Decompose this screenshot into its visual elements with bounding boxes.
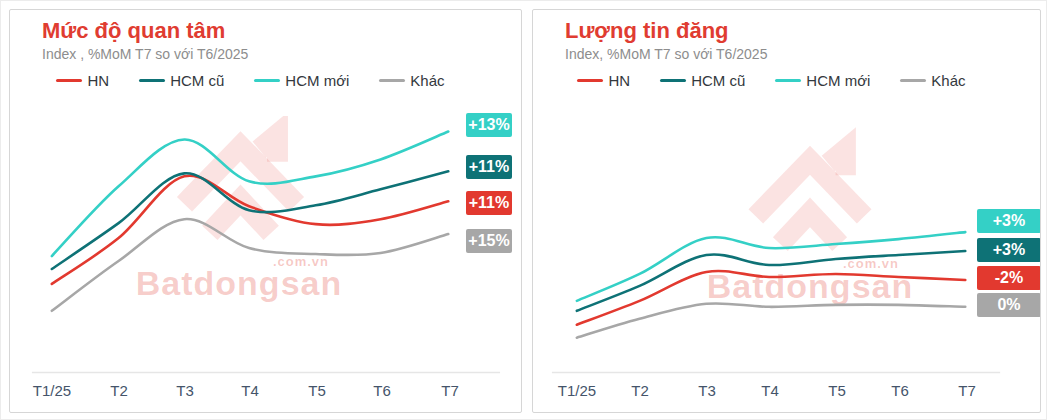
dashboard: Mức độ quan tâm Index , %MoM T7 so với T…: [0, 0, 1047, 420]
x-axis-label: T5: [308, 382, 326, 399]
chart-title: Mức độ quan tâm: [42, 18, 248, 44]
x-axis-label: T1/25: [558, 382, 596, 399]
watermark-name-text: Batdongsan: [109, 264, 369, 303]
legend-item-hcm-moi: HCM mới: [254, 72, 349, 89]
chart-subtitle: Index , %MoM T7 so với T6/2025: [42, 46, 248, 62]
legend-item-hcm-cu: HCM cũ: [660, 72, 745, 89]
x-axis-label: T3: [176, 382, 194, 399]
batdongsan-logo-icon: [745, 124, 875, 260]
batdongsan-logo-icon: [169, 116, 312, 242]
x-axis-label: T3: [698, 382, 716, 399]
x-axis-label: T6: [373, 382, 391, 399]
line-swatch-icon: [775, 79, 801, 82]
change-badge: 0%: [977, 293, 1041, 317]
legend: HN HCM cũ HCM mới Khác: [533, 72, 1010, 89]
x-axis: T1/25 T2 T3 T4 T5 T6 T7: [533, 382, 1040, 404]
panel-header: Mức độ quan tâm Index , %MoM T7 so với T…: [42, 18, 248, 62]
legend-label: Khác: [410, 72, 444, 89]
legend-label: HCM cũ: [170, 72, 224, 89]
legend-item-hcm-moi: HCM mới: [775, 72, 870, 89]
line-chart: [10, 10, 521, 412]
chart-subtitle: Index, %MoM T7 so với T6/2025: [565, 46, 767, 62]
line-swatch-icon: [379, 79, 405, 82]
legend-label: HCM mới: [285, 72, 349, 89]
watermark-name-text: Batdongsan: [680, 267, 940, 306]
legend-item-hcm-cu: HCM cũ: [139, 72, 224, 89]
line-swatch-icon: [577, 79, 603, 82]
legend-label: HN: [87, 72, 109, 89]
watermark: .com.vn Batdongsan: [10, 10, 521, 412]
x-axis-label: T7: [958, 382, 976, 399]
line-chart: [533, 10, 1040, 412]
panel-listing-volume: Lượng tin đăng Index, %MoM T7 so với T6/…: [532, 9, 1041, 413]
x-axis-label: T4: [761, 382, 779, 399]
line-swatch-icon: [139, 79, 165, 82]
change-badge: +13%: [466, 113, 512, 137]
x-axis: T1/25 T2 T3 T4 T5 T6 T7: [10, 382, 521, 404]
x-axis-label: T7: [441, 382, 459, 399]
change-badge: +11%: [466, 191, 512, 215]
watermark: .com.vn Batdongsan: [533, 10, 1040, 412]
legend-item-hn: HN: [577, 72, 630, 89]
line-swatch-icon: [900, 79, 926, 82]
x-axis-label: T2: [631, 382, 649, 399]
line-swatch-icon: [56, 79, 82, 82]
x-axis-label: T2: [110, 382, 128, 399]
value-badges: +11% +11% +13% +15%: [10, 10, 521, 412]
legend-label: HCM mới: [806, 72, 870, 89]
legend-item-khac: Khác: [900, 72, 965, 89]
x-axis-label: T6: [891, 382, 909, 399]
legend-label: Khác: [931, 72, 965, 89]
legend-label: HCM cũ: [691, 72, 745, 89]
panel-header: Lượng tin đăng Index, %MoM T7 so với T6/…: [565, 18, 767, 62]
x-axis-label: T4: [241, 382, 259, 399]
x-axis-label: T1/25: [33, 382, 71, 399]
change-badge: +15%: [466, 229, 512, 253]
change-badge: +3%: [977, 209, 1041, 233]
legend-item-khac: Khác: [379, 72, 444, 89]
chart-title: Lượng tin đăng: [565, 18, 767, 44]
panel-interest-level: Mức độ quan tâm Index , %MoM T7 so với T…: [9, 9, 522, 413]
watermark-domain-text: .com.vn: [209, 254, 329, 269]
change-badge: -2%: [977, 266, 1041, 290]
change-badge: +3%: [977, 238, 1041, 262]
watermark-domain-text: .com.vn: [779, 256, 899, 271]
line-swatch-icon: [660, 79, 686, 82]
legend: HN HCM cũ HCM mới Khác: [10, 72, 491, 89]
legend-label: HN: [608, 72, 630, 89]
change-badge: +11%: [466, 155, 512, 179]
legend-item-hn: HN: [56, 72, 109, 89]
value-badges: -2% +3% +3% 0%: [533, 10, 1040, 412]
line-swatch-icon: [254, 79, 280, 82]
x-axis-label: T5: [828, 382, 846, 399]
